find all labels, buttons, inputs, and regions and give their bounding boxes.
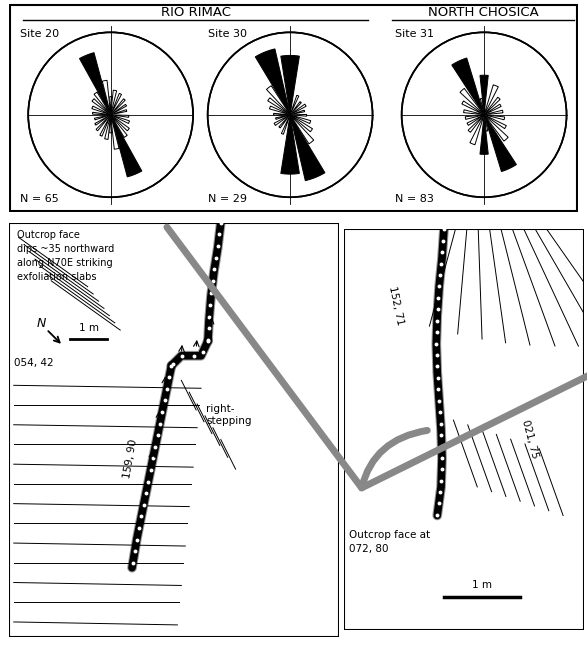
Text: 159, 90: 159, 90 — [122, 439, 139, 480]
Polygon shape — [290, 95, 299, 115]
Circle shape — [208, 32, 373, 197]
FancyArrowPatch shape — [167, 227, 587, 488]
Text: 152, 71: 152, 71 — [387, 285, 405, 326]
Polygon shape — [279, 115, 290, 128]
Polygon shape — [111, 115, 129, 117]
Polygon shape — [268, 98, 290, 115]
Polygon shape — [269, 106, 290, 115]
Polygon shape — [462, 101, 484, 115]
Text: N = 83: N = 83 — [395, 194, 434, 204]
Polygon shape — [95, 115, 111, 120]
Polygon shape — [290, 102, 301, 115]
Polygon shape — [111, 115, 142, 177]
Polygon shape — [111, 110, 127, 115]
Text: 1 m: 1 m — [79, 323, 99, 333]
Polygon shape — [290, 104, 306, 115]
Polygon shape — [111, 94, 122, 115]
Polygon shape — [111, 115, 119, 149]
Polygon shape — [470, 115, 484, 144]
Polygon shape — [290, 115, 313, 144]
Polygon shape — [94, 92, 111, 115]
Text: 054, 42: 054, 42 — [14, 357, 53, 368]
Polygon shape — [92, 99, 111, 115]
Polygon shape — [104, 115, 111, 139]
Text: Outcrop face
dips ~35 northward
along N70E striking
exfoliation slabs: Outcrop face dips ~35 northward along N7… — [16, 230, 114, 281]
Polygon shape — [274, 114, 290, 115]
Polygon shape — [100, 115, 111, 136]
Polygon shape — [290, 114, 306, 116]
Polygon shape — [452, 58, 484, 115]
Text: $\it{N}$: $\it{N}$ — [36, 317, 47, 330]
Text: right-
stepping: right- stepping — [206, 404, 251, 426]
Polygon shape — [465, 115, 484, 119]
Circle shape — [28, 32, 193, 197]
Polygon shape — [96, 115, 111, 131]
Polygon shape — [484, 104, 501, 115]
Polygon shape — [480, 115, 488, 154]
Polygon shape — [111, 115, 130, 123]
Polygon shape — [111, 104, 127, 115]
Polygon shape — [480, 99, 484, 115]
Polygon shape — [110, 97, 112, 115]
Polygon shape — [290, 115, 325, 181]
Polygon shape — [484, 115, 488, 131]
Text: Outcrop face at
072, 80: Outcrop face at 072, 80 — [349, 530, 430, 554]
Polygon shape — [274, 115, 290, 125]
Polygon shape — [290, 110, 305, 115]
Polygon shape — [111, 90, 117, 115]
Polygon shape — [467, 115, 484, 125]
Polygon shape — [92, 106, 111, 115]
Text: 1 m: 1 m — [472, 580, 492, 590]
Polygon shape — [255, 49, 290, 115]
Polygon shape — [110, 115, 112, 133]
Polygon shape — [290, 115, 311, 123]
Text: Site 20: Site 20 — [21, 30, 59, 39]
Polygon shape — [290, 115, 312, 132]
Polygon shape — [281, 115, 299, 174]
Circle shape — [402, 32, 566, 197]
Polygon shape — [111, 99, 125, 115]
Polygon shape — [111, 115, 129, 131]
Polygon shape — [480, 75, 488, 115]
Text: Site 31: Site 31 — [395, 30, 434, 39]
Text: N = 65: N = 65 — [21, 194, 59, 204]
Polygon shape — [281, 115, 290, 134]
Polygon shape — [281, 55, 299, 115]
Polygon shape — [464, 110, 484, 115]
Polygon shape — [95, 115, 111, 125]
Polygon shape — [484, 110, 503, 115]
Polygon shape — [93, 112, 111, 115]
Polygon shape — [484, 115, 505, 120]
Polygon shape — [275, 115, 290, 119]
Text: Site 30: Site 30 — [208, 30, 247, 39]
Polygon shape — [484, 84, 498, 115]
Polygon shape — [111, 115, 127, 137]
Polygon shape — [484, 115, 517, 172]
Polygon shape — [484, 115, 507, 128]
Text: N = 29: N = 29 — [208, 194, 247, 204]
Polygon shape — [484, 97, 500, 115]
Text: NORTH CHOSICA: NORTH CHOSICA — [428, 6, 538, 19]
Polygon shape — [468, 115, 484, 132]
Text: 021, 75: 021, 75 — [519, 419, 539, 460]
Text: RIO RIMAC: RIO RIMAC — [160, 6, 231, 19]
Polygon shape — [79, 53, 111, 115]
Polygon shape — [266, 86, 290, 115]
Polygon shape — [484, 115, 508, 141]
Polygon shape — [102, 81, 111, 115]
Polygon shape — [460, 88, 484, 115]
